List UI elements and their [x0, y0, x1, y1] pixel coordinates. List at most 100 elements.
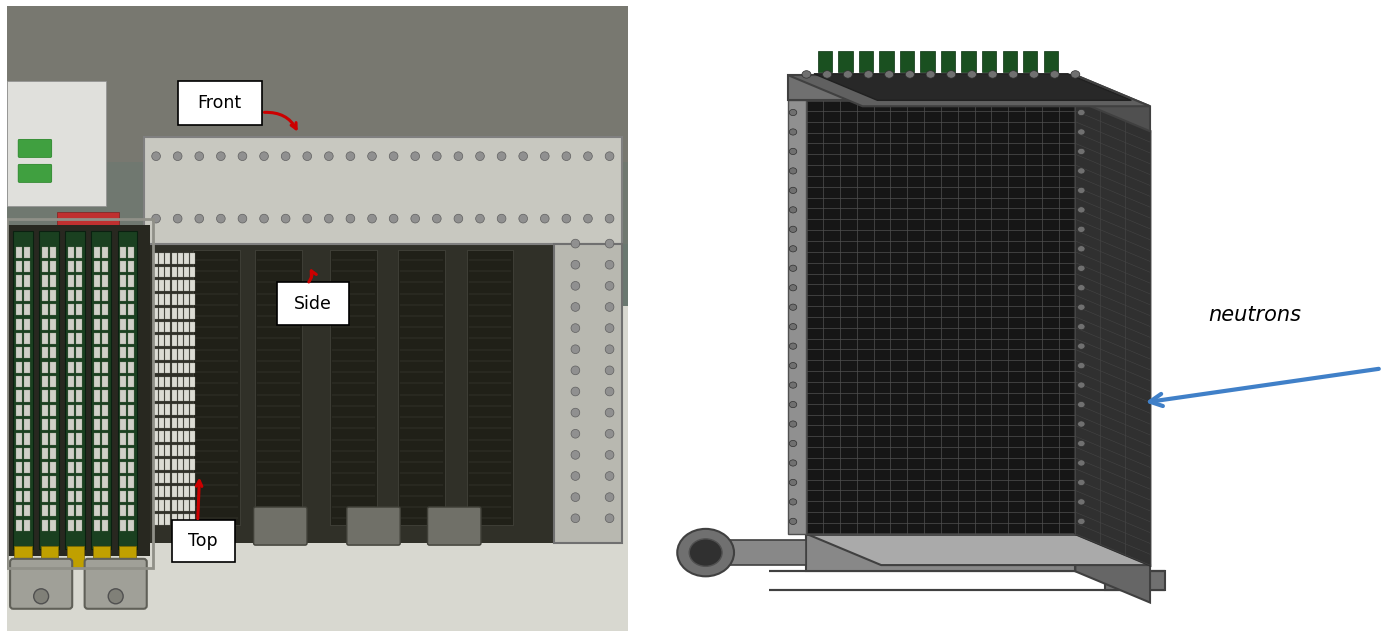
FancyBboxPatch shape	[102, 419, 109, 430]
Point	[230, 312, 247, 320]
FancyBboxPatch shape	[159, 431, 165, 442]
FancyBboxPatch shape	[68, 462, 74, 473]
Point	[292, 481, 309, 489]
Point	[187, 301, 204, 308]
Point	[292, 469, 309, 477]
Circle shape	[571, 282, 579, 290]
Point	[324, 447, 341, 455]
Circle shape	[789, 440, 797, 447]
FancyBboxPatch shape	[184, 376, 188, 387]
Point	[461, 256, 477, 264]
FancyBboxPatch shape	[172, 335, 176, 346]
Point	[882, 96, 899, 104]
FancyBboxPatch shape	[50, 304, 56, 315]
Polygon shape	[859, 52, 872, 72]
Point	[949, 96, 966, 104]
Circle shape	[789, 362, 797, 369]
FancyBboxPatch shape	[128, 462, 134, 473]
Point	[461, 334, 477, 342]
Point	[1067, 129, 1083, 136]
Point	[392, 458, 409, 466]
Circle shape	[1078, 382, 1085, 388]
Point	[187, 256, 204, 264]
FancyBboxPatch shape	[120, 347, 126, 359]
FancyBboxPatch shape	[120, 520, 126, 531]
Line: 2 pts: 2 pts	[1075, 306, 1150, 338]
Polygon shape	[807, 100, 1075, 534]
Line: 2 pts: 2 pts	[1075, 252, 1150, 283]
FancyBboxPatch shape	[50, 347, 56, 359]
Circle shape	[571, 514, 579, 522]
FancyBboxPatch shape	[184, 349, 188, 360]
Point	[230, 368, 247, 376]
Point	[366, 413, 383, 421]
FancyBboxPatch shape	[120, 304, 126, 315]
Polygon shape	[1044, 52, 1058, 72]
Point	[1067, 172, 1083, 180]
FancyBboxPatch shape	[85, 559, 147, 609]
Point	[1142, 247, 1159, 254]
Circle shape	[34, 589, 49, 604]
Point	[187, 515, 204, 522]
Circle shape	[216, 152, 225, 161]
FancyBboxPatch shape	[278, 282, 349, 325]
FancyBboxPatch shape	[57, 212, 119, 287]
FancyBboxPatch shape	[120, 376, 126, 387]
Point	[1092, 106, 1108, 114]
Point	[799, 335, 815, 343]
FancyBboxPatch shape	[42, 347, 47, 359]
Point	[1067, 422, 1083, 429]
FancyBboxPatch shape	[190, 500, 195, 511]
FancyBboxPatch shape	[154, 322, 158, 333]
Point	[503, 424, 519, 432]
FancyBboxPatch shape	[177, 487, 183, 497]
FancyBboxPatch shape	[68, 390, 74, 401]
Circle shape	[606, 214, 614, 223]
Point	[1067, 324, 1083, 332]
Point	[1142, 561, 1159, 569]
Point	[799, 96, 815, 104]
Circle shape	[324, 152, 334, 161]
Point	[1067, 519, 1083, 527]
FancyBboxPatch shape	[50, 404, 56, 416]
Point	[230, 469, 247, 477]
FancyBboxPatch shape	[42, 247, 47, 258]
FancyBboxPatch shape	[177, 500, 183, 511]
Point	[1142, 496, 1159, 504]
FancyBboxPatch shape	[42, 404, 47, 416]
Point	[1067, 269, 1083, 277]
Point	[434, 380, 451, 387]
Polygon shape	[7, 6, 628, 243]
FancyBboxPatch shape	[94, 275, 101, 287]
Polygon shape	[818, 52, 832, 72]
Point	[248, 346, 265, 354]
FancyBboxPatch shape	[94, 333, 101, 344]
FancyBboxPatch shape	[15, 476, 22, 488]
Polygon shape	[13, 231, 34, 550]
Line: 2 pts: 2 pts	[1075, 404, 1150, 435]
FancyBboxPatch shape	[102, 362, 109, 373]
Point	[1142, 420, 1159, 428]
Point	[1067, 368, 1083, 375]
Point	[799, 497, 815, 505]
FancyBboxPatch shape	[190, 376, 195, 387]
Line: 2 pts: 2 pts	[1075, 393, 1150, 424]
FancyBboxPatch shape	[24, 261, 29, 272]
FancyBboxPatch shape	[14, 547, 32, 568]
FancyBboxPatch shape	[15, 275, 22, 287]
Point	[1067, 96, 1083, 104]
Circle shape	[789, 479, 797, 485]
FancyBboxPatch shape	[94, 261, 101, 272]
Circle shape	[1009, 71, 1018, 78]
FancyBboxPatch shape	[154, 473, 158, 483]
Point	[187, 290, 204, 297]
Point	[1142, 540, 1159, 547]
FancyBboxPatch shape	[184, 294, 188, 304]
Point	[1050, 96, 1067, 104]
Point	[324, 357, 341, 365]
Point	[461, 346, 477, 354]
FancyBboxPatch shape	[42, 448, 47, 459]
Line: 2 pts: 2 pts	[1075, 490, 1150, 522]
FancyBboxPatch shape	[172, 363, 176, 373]
Point	[1067, 161, 1083, 169]
